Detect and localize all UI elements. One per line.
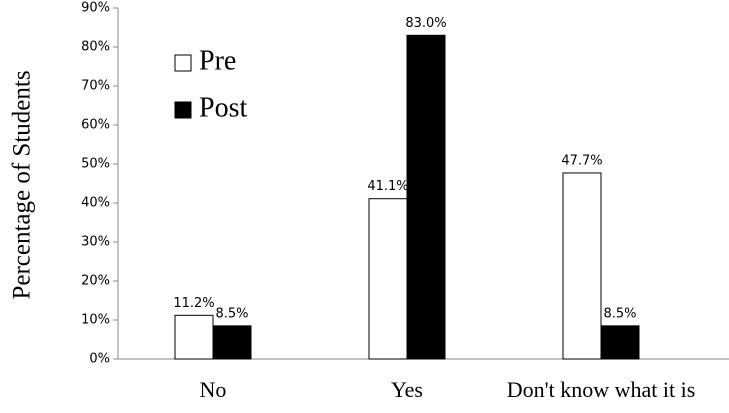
y-tick-label: 40% bbox=[81, 196, 110, 211]
value-label: 83.0% bbox=[405, 16, 446, 31]
y-tick-label: 20% bbox=[81, 274, 110, 289]
value-label: 47.7% bbox=[561, 153, 602, 168]
y-tick-label: 90% bbox=[81, 1, 110, 16]
value-label: 8.5% bbox=[603, 306, 636, 321]
y-tick-label: 80% bbox=[81, 40, 110, 55]
value-label: 8.5% bbox=[215, 306, 248, 321]
legend-swatch bbox=[174, 54, 192, 72]
x-tick-label: Yes bbox=[391, 377, 423, 402]
y-tick-label: 50% bbox=[81, 157, 110, 172]
legend-label: Post bbox=[199, 92, 247, 123]
bar bbox=[600, 325, 640, 360]
y-axis-title: Percentage of Students bbox=[9, 70, 36, 299]
bar bbox=[406, 34, 446, 360]
y-tick-label: 70% bbox=[81, 79, 110, 94]
x-tick-label: No bbox=[200, 377, 227, 402]
y-tick-label: 10% bbox=[81, 313, 110, 328]
value-label: 11.2% bbox=[173, 296, 214, 311]
y-tick-label: 30% bbox=[81, 235, 110, 250]
y-tick-label: 0% bbox=[89, 352, 110, 367]
x-tick-label: Don't know what it is bbox=[507, 377, 696, 402]
bar bbox=[174, 314, 214, 360]
value-label: 41.1% bbox=[367, 179, 408, 194]
bar bbox=[212, 325, 252, 360]
y-tick-label: 60% bbox=[81, 118, 110, 133]
legend-label: Pre bbox=[199, 45, 236, 76]
legend-swatch bbox=[174, 101, 192, 119]
bar bbox=[368, 198, 408, 360]
bar bbox=[562, 172, 602, 360]
